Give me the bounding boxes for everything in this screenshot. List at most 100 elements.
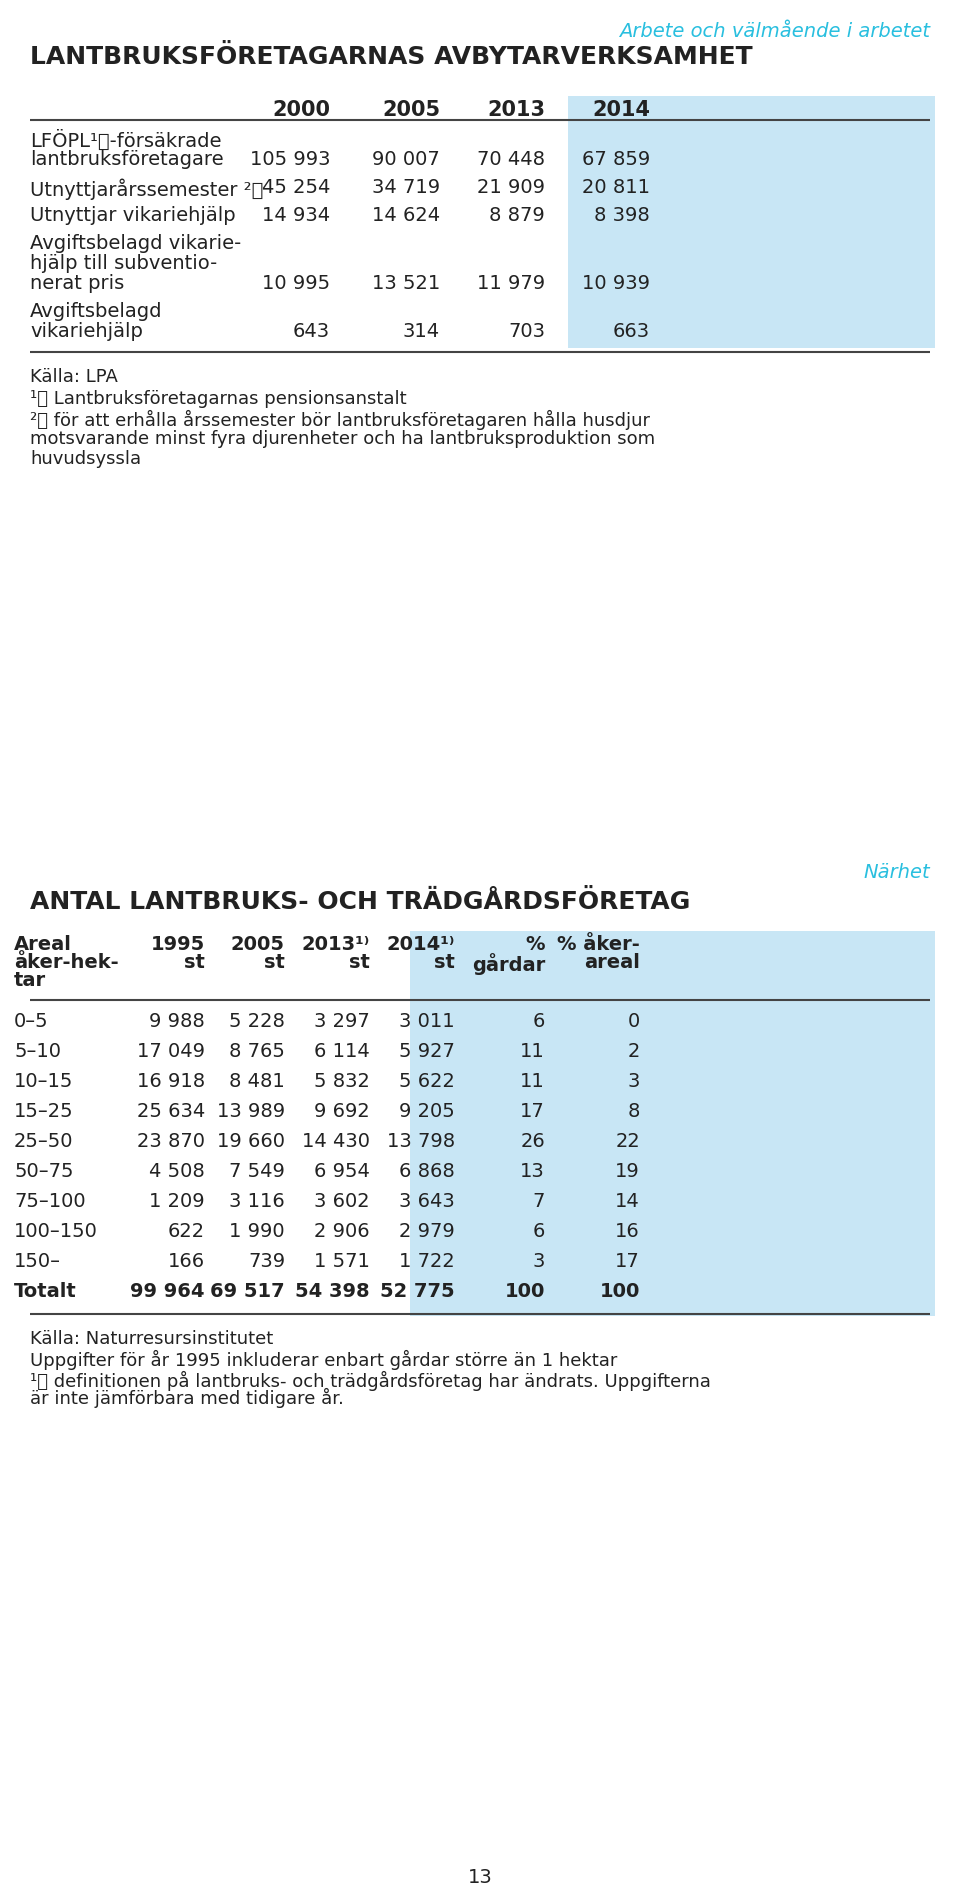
Text: 10 939: 10 939 xyxy=(582,274,650,293)
Text: 166: 166 xyxy=(168,1252,205,1271)
Text: 52 775: 52 775 xyxy=(380,1283,455,1302)
Text: 2013: 2013 xyxy=(487,100,545,121)
Text: 703: 703 xyxy=(508,321,545,342)
Text: 54 398: 54 398 xyxy=(296,1283,370,1302)
Text: 100: 100 xyxy=(600,1283,640,1302)
Text: st: st xyxy=(184,952,205,973)
Text: 25 634: 25 634 xyxy=(136,1101,205,1120)
Text: 5–10: 5–10 xyxy=(14,1043,61,1062)
Text: Avgiftsbelagd vikarie-: Avgiftsbelagd vikarie- xyxy=(30,234,241,253)
Text: 69 517: 69 517 xyxy=(210,1283,285,1302)
Text: Utnyttjarårssemester ²⧧: Utnyttjarårssemester ²⧧ xyxy=(30,178,263,200)
Text: 6 954: 6 954 xyxy=(314,1162,370,1181)
Text: 2000: 2000 xyxy=(272,100,330,121)
Text: 45 254: 45 254 xyxy=(262,178,330,196)
Text: 14: 14 xyxy=(615,1192,640,1211)
Text: 13 989: 13 989 xyxy=(217,1101,285,1120)
Text: Avgiftsbelagd: Avgiftsbelagd xyxy=(30,302,162,321)
Text: 2014: 2014 xyxy=(592,100,650,121)
Text: 10 995: 10 995 xyxy=(262,274,330,293)
Text: 739: 739 xyxy=(248,1252,285,1271)
Text: 34 719: 34 719 xyxy=(372,178,440,196)
Text: huvudsyssla: huvudsyssla xyxy=(30,450,141,468)
Text: 3 643: 3 643 xyxy=(399,1192,455,1211)
Text: 3 602: 3 602 xyxy=(314,1192,370,1211)
Text: 105 993: 105 993 xyxy=(250,149,330,168)
Text: 4 508: 4 508 xyxy=(149,1162,205,1181)
Text: 2 979: 2 979 xyxy=(399,1222,455,1241)
Text: 99 964: 99 964 xyxy=(131,1283,205,1302)
Text: 15–25: 15–25 xyxy=(14,1101,74,1120)
Text: 13 798: 13 798 xyxy=(387,1132,455,1150)
Text: motsvarande minst fyra djurenheter och ha lantbruksproduktion som: motsvarande minst fyra djurenheter och h… xyxy=(30,431,655,448)
Text: 11: 11 xyxy=(520,1071,545,1092)
Text: ¹⧧ Lantbruksföretagarnas pensionsanstalt: ¹⧧ Lantbruksföretagarnas pensionsanstalt xyxy=(30,389,407,408)
Text: 5 927: 5 927 xyxy=(399,1043,455,1062)
Text: 100: 100 xyxy=(505,1283,545,1302)
Text: gårdar: gårdar xyxy=(471,952,545,975)
Text: 622: 622 xyxy=(168,1222,205,1241)
Text: nerat pris: nerat pris xyxy=(30,274,124,293)
Text: Närhet: Närhet xyxy=(863,863,930,882)
Text: 20 811: 20 811 xyxy=(582,178,650,196)
Text: 3: 3 xyxy=(628,1071,640,1092)
Text: vikariehjälp: vikariehjälp xyxy=(30,321,143,342)
Text: 13: 13 xyxy=(520,1162,545,1181)
Text: ¹⧧ definitionen på lantbruks- och trädgårdsföretag har ändrats. Uppgifterna: ¹⧧ definitionen på lantbruks- och trädgå… xyxy=(30,1371,710,1390)
Text: LANTBRUKSFÖRETAGARNAS AVBYTARVERKSAMHET: LANTBRUKSFÖRETAGARNAS AVBYTARVERKSAMHET xyxy=(30,45,753,70)
Text: %: % xyxy=(525,935,545,954)
Text: 5 622: 5 622 xyxy=(399,1071,455,1092)
Text: 50–75: 50–75 xyxy=(14,1162,74,1181)
Text: 3 011: 3 011 xyxy=(399,1013,455,1031)
Text: 1 722: 1 722 xyxy=(399,1252,455,1271)
Text: 11: 11 xyxy=(520,1043,545,1062)
Text: 8: 8 xyxy=(628,1101,640,1120)
Text: 100–150: 100–150 xyxy=(14,1222,98,1241)
Text: ²⧧ för att erhålla årssemester bör lantbruksföretagaren hålla husdjur: ²⧧ för att erhålla årssemester bör lantb… xyxy=(30,410,650,431)
Text: ANTAL LANTBRUKS- OCH TRÄDGÅRDSFÖRETAG: ANTAL LANTBRUKS- OCH TRÄDGÅRDSFÖRETAG xyxy=(30,890,690,914)
Text: 5 832: 5 832 xyxy=(314,1071,370,1092)
Text: 22: 22 xyxy=(615,1132,640,1150)
Text: 6 868: 6 868 xyxy=(399,1162,455,1181)
Text: 8 879: 8 879 xyxy=(490,206,545,225)
Text: 13 521: 13 521 xyxy=(372,274,440,293)
Text: 16 918: 16 918 xyxy=(137,1071,205,1092)
Text: Utnyttjar vikariehjälp: Utnyttjar vikariehjälp xyxy=(30,206,235,225)
Text: 90 007: 90 007 xyxy=(372,149,440,168)
Text: Areal: Areal xyxy=(14,935,72,954)
Text: 6: 6 xyxy=(533,1013,545,1031)
Text: 0: 0 xyxy=(628,1013,640,1031)
Text: 1 571: 1 571 xyxy=(314,1252,370,1271)
Text: 8 398: 8 398 xyxy=(594,206,650,225)
Text: Uppgifter för år 1995 inkluderar enbart gårdar större än 1 hektar: Uppgifter för år 1995 inkluderar enbart … xyxy=(30,1351,617,1370)
Text: 1 990: 1 990 xyxy=(229,1222,285,1241)
Text: 13: 13 xyxy=(468,1868,492,1887)
Text: 2013¹⁾: 2013¹⁾ xyxy=(301,935,370,954)
Text: 17: 17 xyxy=(615,1252,640,1271)
Text: 67 859: 67 859 xyxy=(582,149,650,168)
Text: Källa: LPA: Källa: LPA xyxy=(30,368,118,385)
Text: 2005: 2005 xyxy=(231,935,285,954)
Text: 663: 663 xyxy=(612,321,650,342)
Text: 2: 2 xyxy=(628,1043,640,1062)
Text: 3 116: 3 116 xyxy=(229,1192,285,1211)
Text: 314: 314 xyxy=(403,321,440,342)
Text: 1995: 1995 xyxy=(151,935,205,954)
Text: 8 765: 8 765 xyxy=(229,1043,285,1062)
Text: 8 481: 8 481 xyxy=(229,1071,285,1092)
Text: hjälp till subventio-: hjälp till subventio- xyxy=(30,253,217,274)
Text: 7: 7 xyxy=(533,1192,545,1211)
Text: 0–5: 0–5 xyxy=(14,1013,49,1031)
Text: st: st xyxy=(434,952,455,973)
Text: 3 297: 3 297 xyxy=(314,1013,370,1031)
Text: 2 906: 2 906 xyxy=(314,1222,370,1241)
Text: LFÖPL¹⧧-försäkrade: LFÖPL¹⧧-försäkrade xyxy=(30,130,222,151)
Text: areal: areal xyxy=(584,952,640,973)
Text: åker-hek-: åker-hek- xyxy=(14,952,119,973)
Text: 3: 3 xyxy=(533,1252,545,1271)
Text: 70 448: 70 448 xyxy=(477,149,545,168)
Text: 7 549: 7 549 xyxy=(229,1162,285,1181)
Text: 11 979: 11 979 xyxy=(477,274,545,293)
Text: 6 114: 6 114 xyxy=(314,1043,370,1062)
Text: 14 934: 14 934 xyxy=(262,206,330,225)
